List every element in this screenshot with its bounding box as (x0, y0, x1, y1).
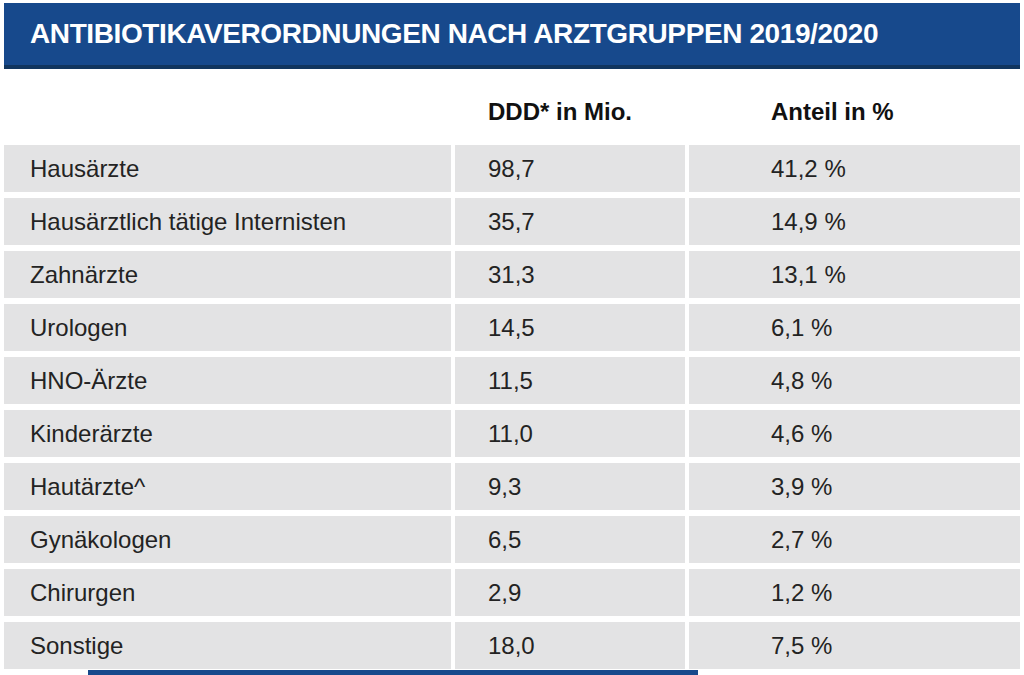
cell-anteil: 3,9 % (689, 463, 1020, 510)
cell-group: Chirurgen (4, 569, 451, 616)
cell-ddd: 98,7 (455, 145, 685, 192)
table-row: Chirurgen 2,9 1,2 % (4, 569, 1020, 616)
cell-group: Sonstige (4, 622, 451, 669)
cell-group: Hautärzte^ (4, 463, 451, 510)
cell-anteil: 4,8 % (689, 357, 1020, 404)
cell-anteil: 1,2 % (689, 569, 1020, 616)
table-row: Sonstige 18,0 7,5 % (4, 622, 1020, 669)
table-row: Urologen 14,5 6,1 % (4, 304, 1020, 351)
infographic-table: ANTIBIOTIKAVERORDNUNGEN NACH ARZTGRUPPEN… (0, 0, 1024, 675)
table-row: Hausärzte 98,7 41,2 % (4, 145, 1020, 192)
page-title: ANTIBIOTIKAVERORDNUNGEN NACH ARZTGRUPPEN… (30, 18, 878, 50)
table-row: Hautärzte^ 9,3 3,9 % (4, 463, 1020, 510)
cell-group: Kinderärzte (4, 410, 451, 457)
column-header-anteil: Anteil in % (689, 98, 1020, 126)
cell-anteil: 7,5 % (689, 622, 1020, 669)
cell-group: Urologen (4, 304, 451, 351)
cell-ddd: 18,0 (455, 622, 685, 669)
cell-ddd: 14,5 (455, 304, 685, 351)
table-row: HNO-Ärzte 11,5 4,8 % (4, 357, 1020, 404)
cell-anteil: 41,2 % (689, 145, 1020, 192)
table-row: Hausärztlich tätige Internisten 35,7 14,… (4, 198, 1020, 245)
table-row: Kinderärzte 11,0 4,6 % (4, 410, 1020, 457)
title-bar: ANTIBIOTIKAVERORDNUNGEN NACH ARZTGRUPPEN… (4, 3, 1020, 69)
cell-anteil: 14,9 % (689, 198, 1020, 245)
cell-group: Hausärzte (4, 145, 451, 192)
cell-group: Zahnärzte (4, 251, 451, 298)
cell-group: Gynäkologen (4, 516, 451, 563)
cell-anteil: 13,1 % (689, 251, 1020, 298)
cell-ddd: 11,0 (455, 410, 685, 457)
table-row: Zahnärzte 31,3 13,1 % (4, 251, 1020, 298)
column-header-ddd: DDD* in Mio. (455, 98, 685, 126)
table-row: Gynäkologen 6,5 2,7 % (4, 516, 1020, 563)
cell-anteil: 2,7 % (689, 516, 1020, 563)
cell-ddd: 35,7 (455, 198, 685, 245)
bottom-accent-bar (88, 670, 698, 675)
cell-ddd: 6,5 (455, 516, 685, 563)
table-body: Hausärzte 98,7 41,2 % Hausärztlich tätig… (4, 145, 1020, 669)
cell-ddd: 9,3 (455, 463, 685, 510)
cell-anteil: 6,1 % (689, 304, 1020, 351)
cell-anteil: 4,6 % (689, 410, 1020, 457)
cell-group: HNO-Ärzte (4, 357, 451, 404)
column-header-row: DDD* in Mio. Anteil in % (4, 73, 1020, 145)
cell-group: Hausärztlich tätige Internisten (4, 198, 451, 245)
cell-ddd: 31,3 (455, 251, 685, 298)
cell-ddd: 11,5 (455, 357, 685, 404)
cell-ddd: 2,9 (455, 569, 685, 616)
